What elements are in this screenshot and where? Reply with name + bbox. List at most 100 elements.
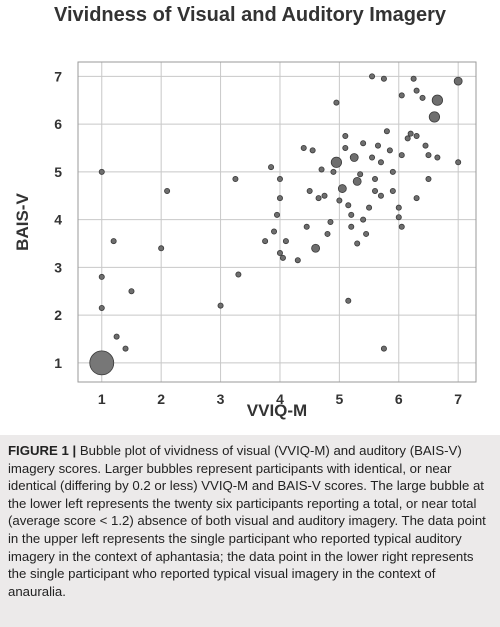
caption-text: Bubble plot of vividness of visual (VVIQ…: [8, 443, 486, 599]
y-tick-label-6: 7: [54, 68, 62, 84]
figure-caption: FIGURE 1 | Bubble plot of vividness of v…: [0, 435, 500, 627]
data-point: [357, 171, 364, 178]
data-point: [431, 94, 443, 106]
data-point: [327, 218, 334, 225]
data-point: [276, 250, 283, 257]
y-tick-label-1: 2: [54, 307, 62, 323]
data-point: [354, 240, 361, 247]
data-point: [422, 142, 429, 149]
data-point: [273, 211, 280, 218]
data-point: [407, 130, 414, 137]
data-point: [413, 87, 420, 94]
data-point: [360, 216, 367, 223]
y-tick-label-0: 1: [54, 355, 62, 371]
data-point: [410, 75, 417, 82]
data-point: [389, 187, 396, 194]
data-point: [380, 75, 387, 82]
data-point: [342, 144, 349, 151]
data-point: [232, 176, 239, 183]
data-point: [377, 192, 384, 199]
caption-label: FIGURE 1 |: [8, 443, 77, 458]
data-point: [282, 238, 289, 245]
data-point: [309, 147, 316, 154]
data-point: [158, 245, 165, 252]
data-point: [404, 135, 411, 142]
data-point: [413, 133, 420, 140]
data-point: [369, 154, 376, 161]
data-point: [113, 333, 120, 340]
data-point: [395, 204, 402, 211]
data-point: [318, 166, 325, 173]
y-tick-label-4: 5: [54, 164, 62, 180]
data-point: [89, 350, 115, 376]
y-axis-title: BAIS-V: [13, 193, 32, 251]
data-point: [377, 159, 384, 166]
data-point: [324, 230, 331, 237]
data-point: [369, 73, 376, 80]
data-point: [348, 223, 355, 230]
x-tick-label-1: 2: [157, 391, 165, 407]
data-point: [428, 111, 441, 123]
data-point: [395, 214, 402, 221]
data-point: [306, 187, 313, 194]
data-point: [110, 238, 117, 245]
x-tick-labels: 1 2 3 4 5 6 7: [98, 391, 462, 407]
data-point: [349, 153, 359, 162]
data-point: [389, 168, 396, 175]
data-point: [413, 195, 420, 202]
data-point: [455, 159, 462, 166]
data-point: [374, 142, 381, 149]
data-point: [315, 195, 322, 202]
data-point: [333, 99, 340, 106]
data-point: [300, 144, 307, 151]
data-point: [330, 168, 337, 175]
data-point: [360, 140, 367, 147]
data-point: [128, 288, 135, 295]
data-point: [337, 184, 347, 193]
data-point: [419, 94, 426, 101]
x-axis-title: VVIQ-M: [247, 401, 307, 420]
data-point: [294, 257, 301, 264]
data-point: [366, 204, 373, 211]
data-point: [268, 164, 275, 171]
data-point: [386, 147, 393, 154]
data-point: [330, 156, 343, 168]
x-tick-label-3: 4: [276, 391, 284, 407]
data-point: [398, 223, 405, 230]
figure: Vividness of Visual and Auditory Imagery…: [13, 4, 477, 420]
data-point: [372, 187, 379, 194]
data-point: [363, 230, 370, 237]
data-point: [372, 176, 379, 183]
data-point: [398, 92, 405, 99]
data-point: [348, 211, 355, 218]
data-point: [98, 304, 105, 311]
data-point: [262, 238, 269, 245]
y-tick-label-2: 3: [54, 259, 62, 275]
x-tick-label-2: 3: [217, 391, 225, 407]
data-point: [425, 176, 432, 183]
x-tick-label-6: 7: [454, 391, 462, 407]
x-tick-label-5: 6: [395, 391, 403, 407]
data-point: [398, 152, 405, 159]
y-tick-label-3: 4: [54, 212, 62, 228]
data-point: [164, 187, 171, 194]
data-point: [271, 228, 278, 235]
data-point: [383, 128, 390, 135]
data-point: [425, 152, 432, 159]
data-point: [98, 168, 105, 175]
data-point: [217, 302, 224, 309]
data-point: [345, 297, 352, 304]
grid-lines: [78, 62, 476, 382]
data-points: [89, 73, 463, 376]
data-point: [434, 154, 441, 161]
data-point: [279, 254, 286, 261]
data-point: [303, 223, 310, 230]
data-point: [380, 345, 387, 352]
data-point: [342, 133, 349, 140]
chart-title: Vividness of Visual and Auditory Imagery: [54, 4, 446, 26]
data-point: [276, 195, 283, 202]
x-tick-label-0: 1: [98, 391, 106, 407]
data-point: [345, 202, 352, 209]
plot-frame: [77, 61, 477, 383]
data-point: [352, 177, 362, 186]
